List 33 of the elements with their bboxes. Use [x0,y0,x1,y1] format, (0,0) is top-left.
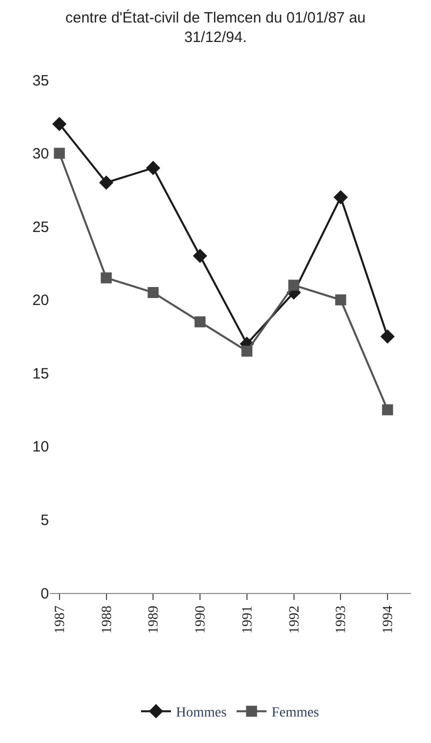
point [241,346,252,357]
point [52,116,67,132]
y-tick-label: 30 [32,146,49,163]
x-tick-label: 1990 [194,606,209,634]
x-tick-label: 1991 [240,606,256,634]
y-tick-label: 10 [32,438,49,456]
point [148,287,159,298]
x-tick-label: 1988 [100,606,115,634]
point [334,190,348,204]
point [288,280,300,291]
legend-label: Hommes [176,706,227,721]
y-tick-label: 35 [32,72,49,90]
point [54,148,65,159]
point [380,329,395,344]
point [100,272,112,284]
chart-title: centre d'État-civil de Tlemcen du 01/01/87 au 31/12/94. [65,8,366,46]
y-tick-label: 25 [32,218,49,236]
x-tick-label: 1989 [146,606,162,634]
x-tick-label: 1992 [287,606,302,634]
y-tick-label: 20 [32,292,49,310]
y-tick-label: 5 [40,512,49,529]
y-tick-label: 0 [40,585,49,602]
point [382,404,394,416]
point [335,294,346,306]
x-tick-label: 1993 [334,606,350,634]
y-tick-label: 15 [32,365,49,382]
x-tick-label: 1994 [381,606,396,634]
x-tick-label: 1987 [52,606,68,634]
point [194,316,206,328]
point [99,175,114,190]
legend-label: Femmes [272,706,320,721]
point [146,160,160,176]
point [192,248,208,264]
